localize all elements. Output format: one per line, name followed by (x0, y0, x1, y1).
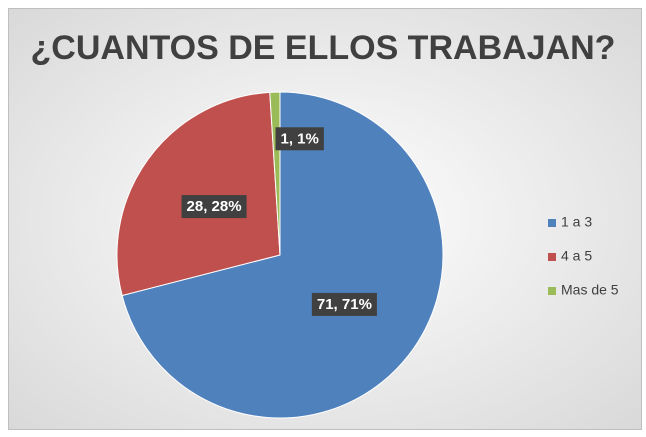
legend-label: 4 a 5 (561, 248, 592, 264)
legend-label: Mas de 5 (561, 282, 619, 298)
legend-swatch (548, 287, 556, 295)
legend-swatch (548, 219, 556, 227)
data-label: 1, 1% (281, 130, 319, 147)
data-label-box (181, 195, 247, 219)
pie-slice (121, 91, 444, 419)
chart-title: ¿CUANTOS DE ELLOS TRABAJAN? (31, 29, 616, 67)
data-label: 28, 28% (187, 198, 242, 215)
legend-label: 1 a 3 (561, 214, 592, 230)
pie-slice (116, 91, 281, 297)
data-label-box (275, 127, 324, 151)
data-label-box (311, 292, 377, 316)
data-label: 71, 71% (317, 296, 372, 313)
legend-swatch (548, 253, 556, 261)
